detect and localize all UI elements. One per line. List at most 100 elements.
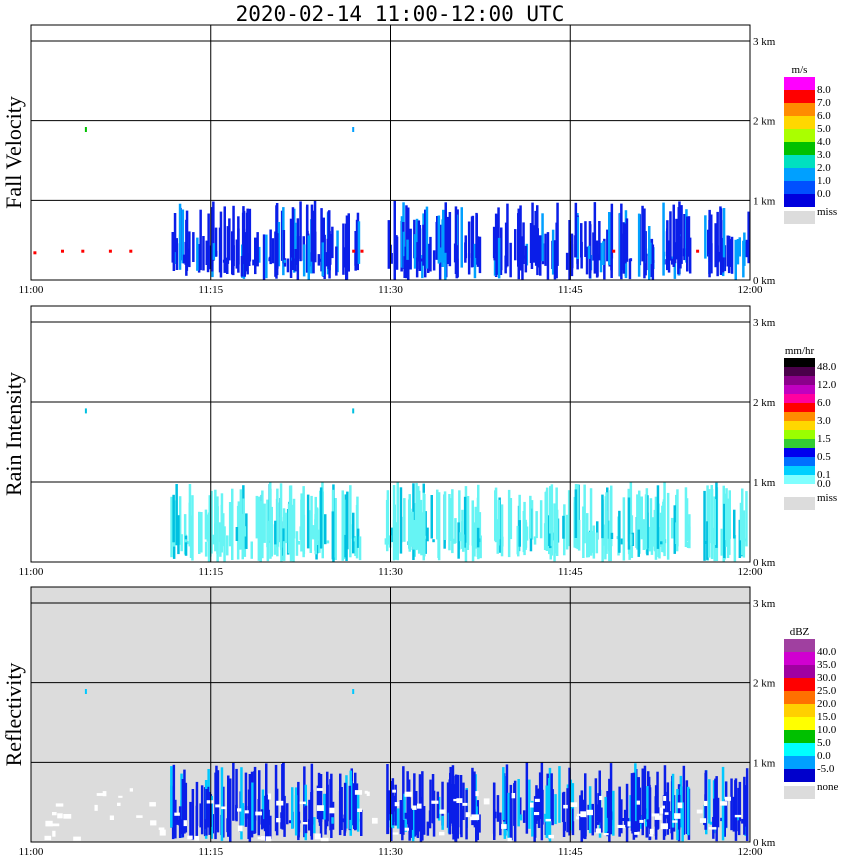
echo-column (637, 213, 641, 277)
echo-column (618, 510, 621, 553)
echo-column (226, 818, 229, 833)
echo-column (326, 540, 330, 544)
clutter-speck (276, 818, 281, 823)
echo-column (622, 233, 626, 274)
echo-column (424, 511, 427, 554)
echo-column (236, 505, 240, 560)
echo-column (319, 774, 323, 822)
clutter-speck (354, 790, 363, 795)
echo-column (531, 202, 534, 263)
echo-column (287, 503, 291, 554)
echo-column (280, 539, 283, 562)
legend-label: 20.0 (817, 698, 837, 710)
echo-column (220, 767, 224, 841)
echo-column (266, 499, 269, 548)
echo-column (637, 529, 640, 557)
echo-column (625, 218, 629, 262)
echo-column (471, 532, 475, 562)
echo-column (496, 221, 499, 264)
echo-column (732, 796, 736, 832)
echo-column (292, 517, 295, 562)
echo-column (395, 236, 399, 270)
echo-column (331, 511, 335, 560)
echo-column (577, 519, 581, 551)
echo-column (517, 208, 520, 280)
legend-label: 7.0 (817, 97, 831, 109)
clutter-speck (636, 800, 640, 805)
echo-column (388, 239, 391, 264)
echo-column (262, 810, 266, 829)
clutter-speck (299, 801, 306, 805)
echo-column (243, 232, 246, 277)
clutter-speck (660, 807, 664, 814)
echo-layer (33, 127, 750, 280)
echo-column (244, 536, 248, 549)
echo-column (393, 200, 396, 259)
clutter-speck (456, 798, 463, 804)
clutter-speck (357, 808, 362, 812)
echo-column (344, 534, 347, 558)
x-tick-label: 12:00 (737, 846, 763, 858)
echo-column (295, 531, 299, 556)
clutter-speck (534, 812, 540, 816)
x-tick-label: 11:30 (378, 566, 403, 578)
echo-column (331, 817, 334, 824)
echo-column (673, 242, 676, 262)
echo-column (408, 499, 411, 549)
height-tick-label: 1 km (753, 477, 776, 489)
legend-swatch (784, 194, 815, 207)
echo-pixel (61, 249, 64, 253)
echo-column (198, 511, 201, 554)
echo-column (181, 209, 185, 264)
echo-column (386, 764, 389, 835)
echo-column (250, 541, 253, 559)
echo-column (574, 202, 578, 258)
echo-column (582, 506, 585, 558)
echo-column (632, 779, 635, 822)
echo-column (411, 807, 415, 842)
echo-column (226, 257, 229, 274)
legend-label: 0.0 (817, 750, 831, 762)
height-tick-label: 3 km (753, 317, 776, 329)
clutter-speck (215, 804, 221, 808)
echo-column (294, 258, 297, 272)
echo-column (593, 202, 597, 274)
echo-column (261, 789, 265, 820)
clutter-speck (63, 814, 72, 819)
echo-column (181, 779, 185, 838)
echo-column (519, 814, 523, 821)
echo-column (432, 250, 436, 271)
echo-column (227, 775, 230, 837)
height-tick-label: 3 km (753, 598, 776, 610)
echo-column (448, 212, 452, 267)
echo-column (222, 513, 225, 547)
echo-column (723, 798, 726, 837)
clutter-speck (696, 809, 703, 814)
echo-column (516, 525, 519, 552)
echo-column (321, 242, 324, 276)
echo-column (671, 773, 675, 828)
echo-column (417, 251, 421, 262)
echo-column (622, 818, 625, 821)
echo-column (544, 233, 547, 266)
echo-column (555, 487, 558, 554)
echo-column (589, 488, 593, 556)
legend-label: 3.0 (817, 149, 831, 161)
echo-column (212, 534, 215, 545)
echo-column (599, 242, 603, 273)
echo-column (474, 506, 477, 549)
clutter-speck (603, 833, 609, 836)
echo-column (324, 793, 327, 829)
panel-2: 3 km 2 km 1 km 0 km 11:00 11:15 11:30 11:45 12:0… (1, 305, 837, 578)
echo-column (518, 520, 521, 547)
echo-column (462, 782, 465, 820)
echo-column (416, 257, 419, 269)
echo-column (283, 795, 286, 837)
echo-column (675, 218, 678, 260)
legend-missing-swatch (784, 211, 815, 224)
echo-column (624, 223, 627, 264)
echo-column (571, 783, 575, 822)
echo-column (646, 786, 649, 820)
echo-column (173, 213, 177, 260)
echo-column (182, 254, 186, 264)
